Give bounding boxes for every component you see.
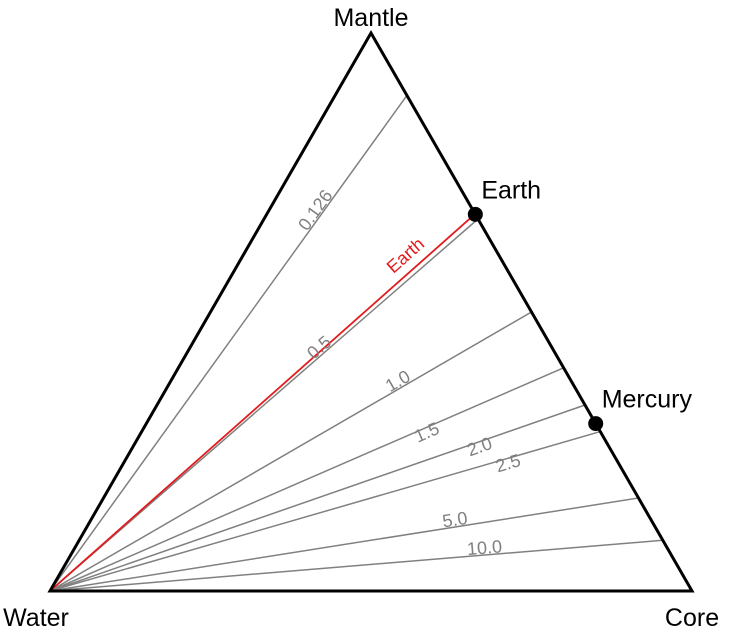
ratio-line-0-126 [49,95,408,592]
vertex-label-mantle: Mantle [333,4,408,32]
point-label-earth: Earth [481,176,541,204]
ratio-lines [49,95,663,592]
ratio-line-label-1-0: 1.0 [382,366,414,396]
ratio-line-1-0 [49,311,532,592]
ratio-line-2-0 [49,404,586,592]
ratio-line-0-5 [49,218,479,592]
triangle-frame [47,29,695,593]
point-label-mercury: Mercury [602,386,693,414]
ratio-line-label-10-0: 10.0 [466,536,503,559]
highlight-line-label: Earth [383,234,428,278]
ratio-line-2-5 [49,430,601,592]
ratio-line-10-0 [49,539,663,592]
ratio-line-1-5 [49,367,564,592]
point-mercury [588,416,604,432]
ratio-line-label-0-126: 0.126 [294,186,337,234]
vertex-label-core: Core [665,604,719,632]
highlight-line-group [49,213,476,592]
data-points: Earth Mercury [467,176,693,432]
ratio-line-label-0-5: 0.5 [303,332,335,364]
ratio-line-label-2-5: 2.5 [493,450,523,476]
highlight-line [49,213,476,592]
point-earth [467,206,483,222]
ratio-line-label-5-0: 5.0 [441,508,469,532]
ratio-line-5-0 [49,497,639,592]
vertex-label-water: Water [3,604,69,632]
